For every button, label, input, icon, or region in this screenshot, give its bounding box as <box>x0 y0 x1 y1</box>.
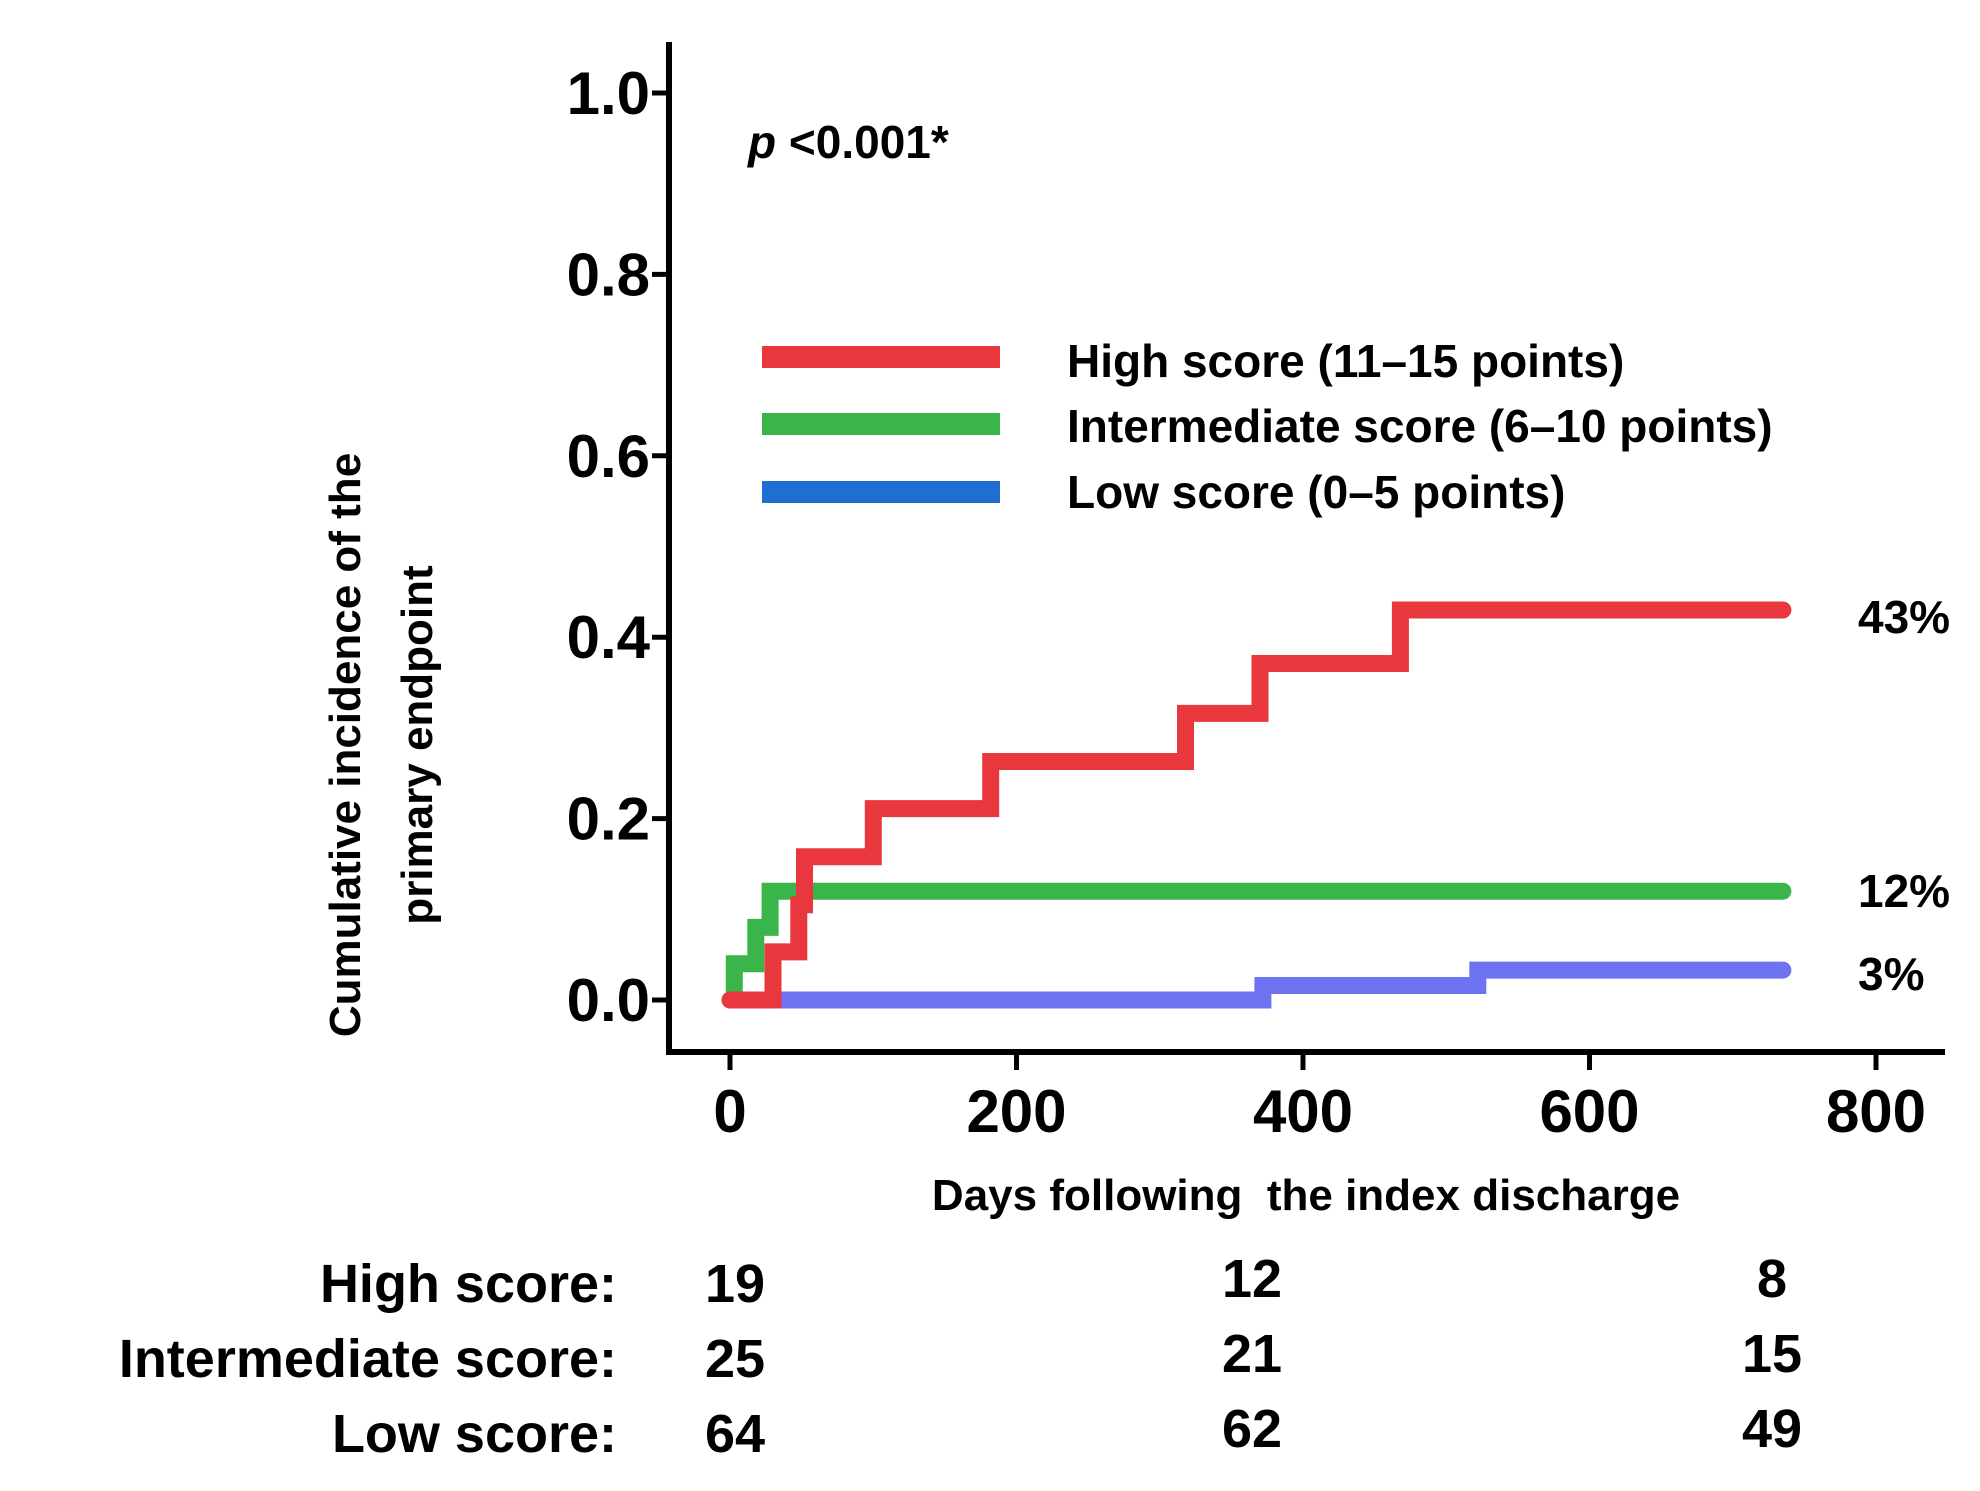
risk-value: 21 <box>1222 1324 1282 1384</box>
p-value-text: <0.001* <box>776 116 949 168</box>
legend-label-intermediate: Intermediate score (6–10 points) <box>1067 400 1773 452</box>
p-value-symbol: p <box>746 116 776 168</box>
series-line-low <box>764 961 1792 1009</box>
legend-label-low: Low score (0–5 points) <box>1067 466 1565 518</box>
y-tick-label: 0.4 <box>567 604 651 671</box>
risk-value: 49 <box>1742 1399 1802 1459</box>
risk-value: 19 <box>705 1254 765 1314</box>
end-label-high: 43% <box>1858 591 1950 643</box>
series-lines <box>721 601 1792 1009</box>
y-axis-title-line-1: Cumulative incidence of the <box>321 453 370 1037</box>
x-tick-label: 800 <box>1826 1078 1926 1145</box>
x-axis-title: Days following the index discharge <box>932 1171 1680 1220</box>
risk-row-label: Low score: <box>332 1404 617 1464</box>
x-tick-label: 600 <box>1539 1078 1639 1145</box>
legend: High score (11–15 points) Intermediate s… <box>762 335 1773 518</box>
y-tick-label: 0.2 <box>567 786 650 853</box>
risk-row-high: High score: 19 12 8 <box>320 1249 1787 1314</box>
risk-value: 64 <box>705 1404 765 1464</box>
end-label-low: 3% <box>1858 948 1924 1000</box>
y-tick-label: 0.0 <box>567 967 650 1034</box>
p-value-annotation: p <0.001* <box>746 116 949 168</box>
risk-table: High score: 19 12 8 Intermediate score: … <box>119 1249 1802 1464</box>
y-tick-label: 1.0 <box>567 60 650 127</box>
end-label-intermediate: 12% <box>1858 865 1950 917</box>
x-axis-ticks: 0 200 400 600 800 <box>713 1052 1926 1145</box>
risk-row-low: Low score: 64 62 49 <box>332 1399 1802 1464</box>
risk-value: 15 <box>1742 1324 1802 1384</box>
y-tick-label: 0.6 <box>567 423 650 490</box>
legend-label-high: High score (11–15 points) <box>1067 335 1624 387</box>
risk-value: 25 <box>705 1329 765 1389</box>
risk-value: 12 <box>1222 1249 1282 1309</box>
risk-row-label: Intermediate score: <box>119 1329 617 1389</box>
risk-value: 8 <box>1757 1249 1787 1309</box>
risk-value: 62 <box>1222 1399 1282 1459</box>
x-tick-label: 200 <box>966 1078 1066 1145</box>
y-axis-title-line-2: primary endpoint <box>393 565 442 925</box>
risk-row-intermediate: Intermediate score: 25 21 15 <box>119 1324 1802 1389</box>
x-tick-label: 0 <box>713 1078 746 1145</box>
x-tick-label: 400 <box>1253 1078 1353 1145</box>
y-tick-label: 0.8 <box>567 241 650 308</box>
y-axis-ticks: 0.0 0.2 0.4 0.6 0.8 1.0 <box>567 60 669 1034</box>
risk-row-label: High score: <box>320 1254 617 1314</box>
series-line-high <box>721 601 1792 1009</box>
